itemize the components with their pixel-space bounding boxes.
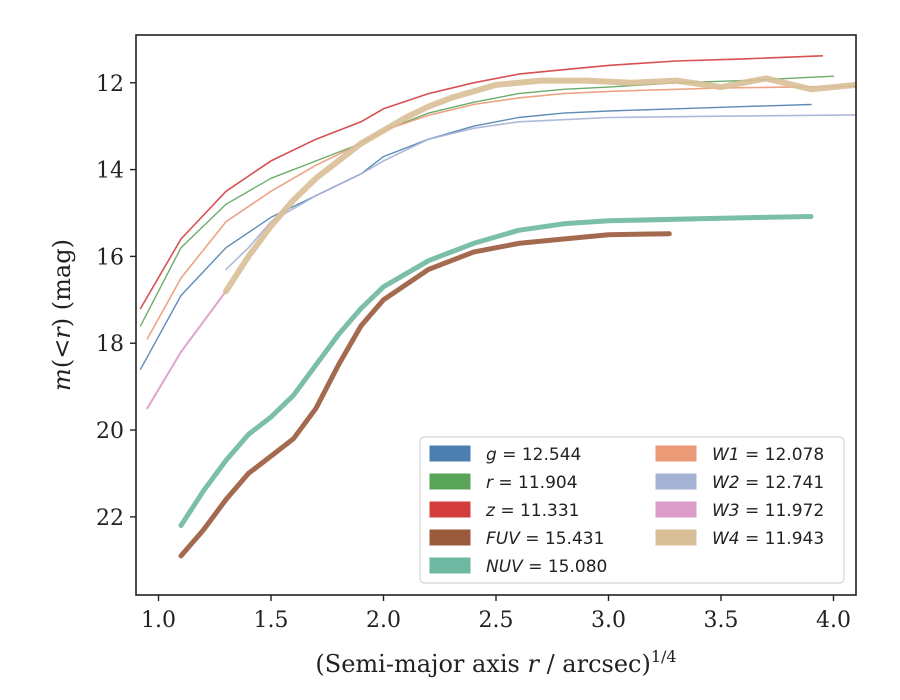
legend-swatch-z [429, 501, 471, 518]
legend: g = 12.544 r = 11.904 z = 11.331 FUV = 15.4… [419, 436, 845, 584]
y-tick-label: 18 [96, 332, 124, 357]
series-line-fuv [178, 231, 672, 559]
y-tick-label: 20 [96, 419, 124, 444]
legend-swatch-nuv [429, 557, 471, 574]
series-line-nuv [178, 214, 814, 528]
legend-items: g = 12.544 r = 11.904 z = 11.331 FUV = 15.4… [429, 445, 824, 577]
x-tick-label: 1.5 [254, 608, 289, 633]
x-tick-label: 3.0 [591, 608, 626, 633]
legend-swatch-g [429, 445, 471, 462]
series-line-w3 [146, 290, 227, 410]
legend-swatch-w3 [655, 501, 697, 518]
legend-swatch-r [429, 473, 471, 490]
y-axis-title: m(<r) (mag) [48, 239, 76, 391]
legend-swatch-w1 [655, 445, 697, 462]
legend-label-fuv: FUV = 15.431 [486, 529, 604, 549]
y-tick-label: 14 [96, 159, 124, 184]
legend-label-nuv: NUV = 15.080 [486, 557, 607, 577]
series-layer [139, 55, 856, 559]
legend-swatch-fuv [429, 529, 471, 546]
legend-label-r: r = 11.904 [486, 473, 578, 493]
y-tick-label: 16 [96, 245, 124, 270]
x-axis: 1.0 1.5 2.0 2.5 3.0 3.5 4.0 [141, 595, 851, 633]
y-tick-label: 12 [96, 72, 124, 97]
legend-label-w3: W3 = 11.972 [712, 501, 824, 521]
series-line-w4 [223, 75, 856, 295]
x-tick-label: 2.0 [366, 608, 401, 633]
x-axis-title: (Semi-major axis r / arcsec)1/4 [315, 647, 676, 678]
legend-swatch-w4 [655, 529, 697, 546]
x-tick-label: 4.0 [816, 608, 851, 633]
x-tick-label: 3.5 [704, 608, 739, 633]
legend-swatch-w2 [655, 473, 697, 490]
legend-label-g: g = 12.544 [486, 445, 581, 465]
legend-label-z: z = 11.331 [485, 501, 579, 521]
series-line-z [139, 55, 824, 310]
legend-label-w1: W1 = 12.078 [712, 445, 824, 465]
y-tick-label: 22 [96, 506, 124, 531]
x-tick-label: 1.0 [141, 608, 176, 633]
y-axis: 12 14 16 18 20 22 [96, 72, 136, 531]
legend-label-w2: W2 = 12.741 [712, 473, 824, 493]
x-tick-label: 2.5 [479, 608, 514, 633]
series-line-w1 [146, 85, 856, 340]
legend-label-w4: W4 = 11.943 [712, 529, 824, 549]
legend-frame [419, 436, 845, 584]
